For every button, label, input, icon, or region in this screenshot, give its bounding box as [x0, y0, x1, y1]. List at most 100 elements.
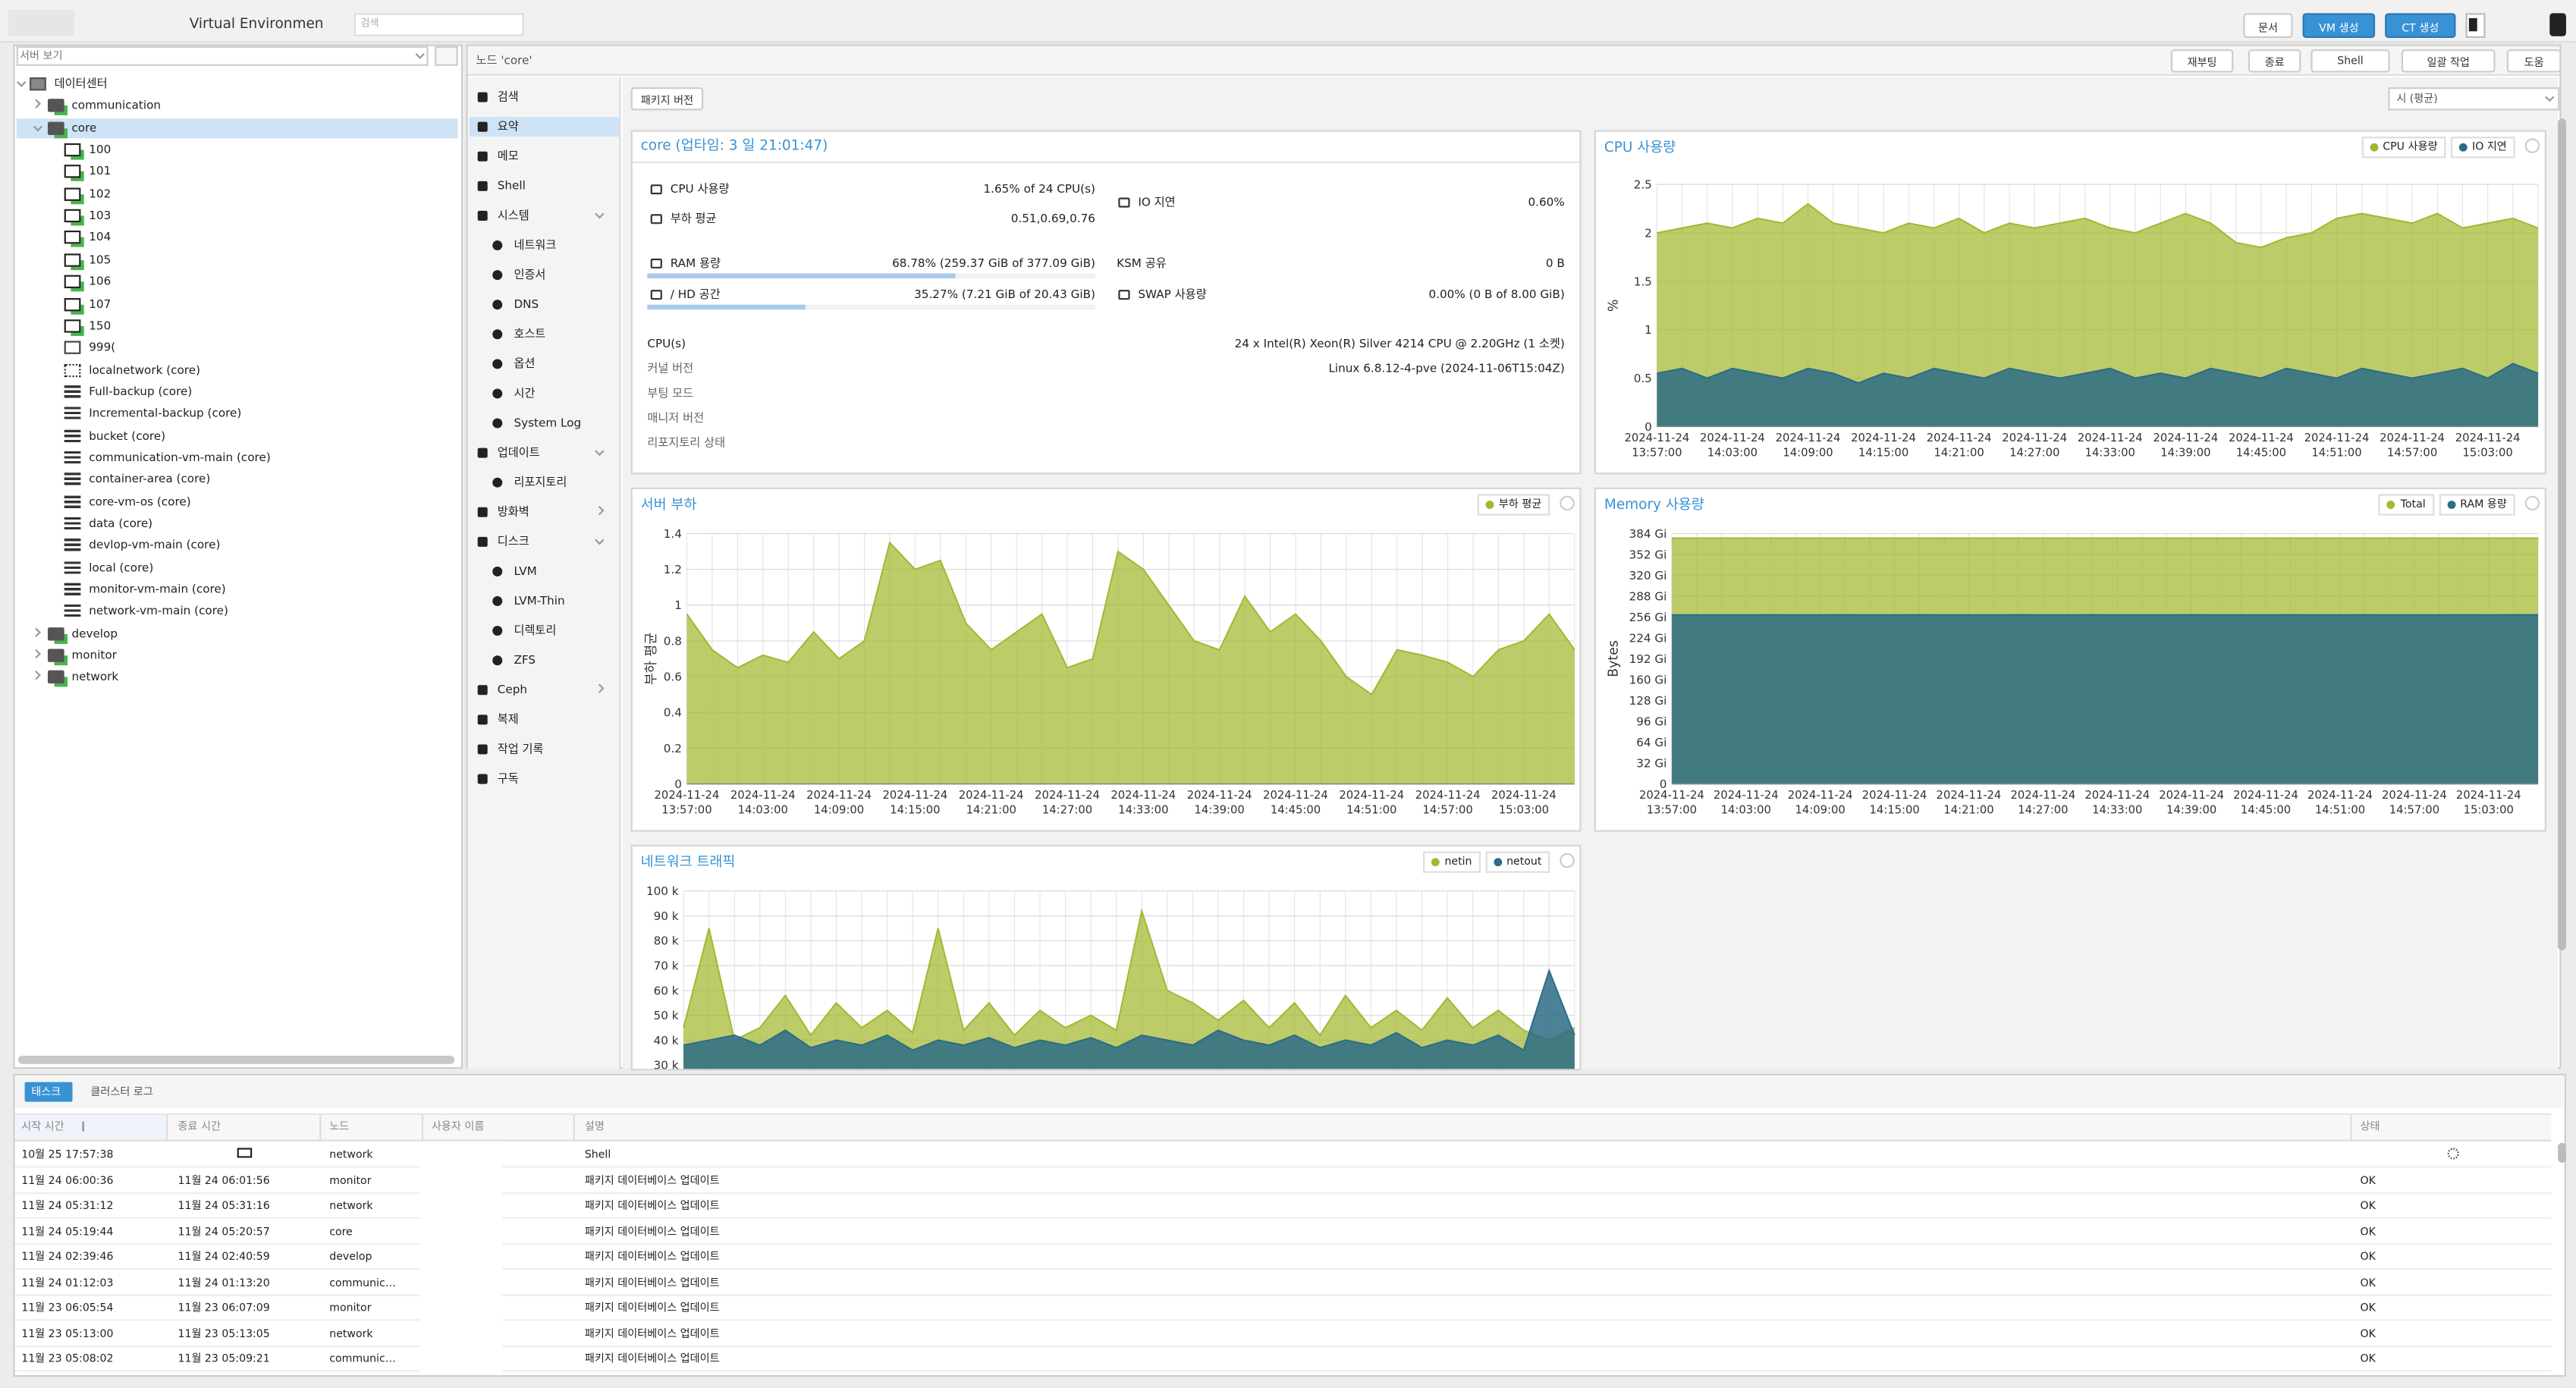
- task-cell[interactable]: 11월 23 06:05:54: [21, 1301, 114, 1314]
- header-button[interactable]: VM 생성: [2302, 13, 2376, 38]
- tab-active[interactable]: [24, 1082, 73, 1102]
- chart-reset[interactable]: [2524, 495, 2540, 511]
- header-button[interactable]: CT 생성: [2385, 13, 2456, 38]
- tree-item-label[interactable]: container-area (core): [89, 473, 211, 487]
- nav-item[interactable]: 요약: [497, 120, 519, 133]
- legend-item[interactable]: IO 지연: [2450, 137, 2515, 159]
- tree-item-label[interactable]: monitor-vm-main (core): [89, 583, 226, 597]
- tree-item-label[interactable]: communication-vm-main (core): [89, 451, 271, 465]
- content-toolbar-button[interactable]: 패키지 버전: [630, 87, 704, 111]
- nav-item[interactable]: 시스템: [497, 209, 529, 223]
- node-toolbar-button[interactable]: 재부팅: [2170, 49, 2234, 73]
- column-header[interactable]: 사용자 이름: [431, 1120, 485, 1133]
- tree-item-label[interactable]: 105: [89, 253, 112, 267]
- tree-item-label[interactable]: core: [71, 121, 97, 135]
- node-toolbar-button[interactable]: 도움: [2506, 49, 2562, 73]
- nav-item[interactable]: ZFS: [514, 654, 536, 667]
- nav-item[interactable]: 네트워크: [514, 238, 557, 253]
- tree-item-label[interactable]: local (core): [89, 561, 154, 575]
- tab-label[interactable]: 클러스터 로그: [90, 1085, 153, 1099]
- tree-item-label[interactable]: 100: [89, 143, 112, 157]
- legend-item[interactable]: netin: [1423, 851, 1481, 873]
- task-cell[interactable]: 11월 24 02:39:46: [21, 1250, 114, 1264]
- tree-item-label[interactable]: 150: [89, 319, 112, 333]
- tab-label[interactable]: 태스크: [31, 1085, 61, 1099]
- column-header[interactable]: 시작 시간: [21, 1120, 64, 1133]
- nav-item[interactable]: Shell: [497, 179, 526, 193]
- nav-item[interactable]: 리포지토리: [514, 476, 567, 489]
- node-toolbar-button[interactable]: Shell: [2311, 49, 2390, 73]
- nav-item[interactable]: LVM: [514, 564, 537, 579]
- tree-item-label[interactable]: network-vm-main (core): [89, 605, 228, 619]
- task-cell: core: [329, 1224, 353, 1238]
- column-header[interactable]: 노드: [329, 1120, 350, 1133]
- task-cell[interactable]: 11월 23 05:08:02: [21, 1352, 114, 1366]
- tree-settings[interactable]: [435, 46, 458, 66]
- nav-item[interactable]: 업데이트: [497, 446, 540, 460]
- legend-item[interactable]: 부하 평균: [1477, 494, 1550, 516]
- tree-item-label[interactable]: 104: [89, 231, 112, 245]
- legend-item[interactable]: netout: [1484, 851, 1550, 873]
- task-cell: 패키지 데이터베이스 업데이트: [584, 1352, 720, 1366]
- usage-bar: [647, 273, 956, 278]
- y-tick-label: 0.4: [664, 706, 682, 720]
- nav-item[interactable]: Ceph: [497, 683, 528, 697]
- nav-item[interactable]: 검색: [497, 90, 519, 104]
- column-header[interactable]: 종료 시간: [177, 1120, 221, 1133]
- task-cell[interactable]: 11월 24 01:12:03: [21, 1275, 114, 1289]
- tree-item-label[interactable]: 102: [89, 187, 112, 201]
- nav-item[interactable]: DNS: [514, 298, 539, 312]
- tree-item-label[interactable]: 103: [89, 209, 112, 223]
- tree-item-label[interactable]: network: [71, 670, 119, 685]
- task-cell[interactable]: 11월 24 05:19:44: [21, 1224, 114, 1238]
- nav-item[interactable]: 디렉토리: [514, 623, 557, 638]
- nav-item[interactable]: 복제: [497, 713, 519, 727]
- tree-item-label[interactable]: develop: [71, 626, 118, 641]
- tree-item-label[interactable]: 107: [89, 297, 112, 311]
- tree-item-label[interactable]: core-vm-os (core): [89, 495, 191, 509]
- task-cell[interactable]: 10월 25 17:57:38: [21, 1148, 114, 1161]
- nav-item[interactable]: 호스트: [514, 328, 546, 341]
- nav-item[interactable]: System Log: [514, 416, 582, 430]
- tree-item-label[interactable]: Incremental-backup (core): [89, 407, 242, 421]
- node-toolbar-button[interactable]: 일괄 작업: [2401, 49, 2496, 73]
- legend-item[interactable]: RAM 용량: [2439, 494, 2515, 516]
- nav-item[interactable]: 디스크: [497, 535, 529, 549]
- tree-item-label[interactable]: devlop-vm-main (core): [89, 539, 221, 553]
- nav-item[interactable]: LVM-Thin: [514, 594, 565, 608]
- tree-item-label[interactable]: Full-backup (core): [89, 385, 193, 399]
- user-menu[interactable]: [2465, 13, 2486, 38]
- nav-item[interactable]: 메모: [497, 149, 519, 163]
- nav-item[interactable]: 옵션: [514, 357, 536, 371]
- task-cell[interactable]: 11월 24 05:31:12: [21, 1198, 114, 1213]
- nav-item[interactable]: 시간: [514, 387, 536, 400]
- task-cell[interactable]: 11월 23 05:13:00: [21, 1327, 114, 1340]
- task-cell[interactable]: 11월 24 06:00:36: [21, 1173, 114, 1187]
- nav-item[interactable]: 방화벽: [497, 505, 529, 519]
- nav-item[interactable]: 인증서: [514, 268, 546, 282]
- chart-reset[interactable]: [1560, 853, 1575, 868]
- tree-item-label[interactable]: 999(: [89, 341, 116, 355]
- chart-reset[interactable]: [2524, 138, 2540, 153]
- column-header[interactable]: 상태: [2360, 1120, 2380, 1133]
- tree-item-label[interactable]: 101: [89, 165, 112, 179]
- tree-item-label[interactable]: 106: [89, 275, 112, 289]
- search-box[interactable]: [353, 13, 524, 36]
- tree-item-label[interactable]: communication: [71, 99, 162, 113]
- view-select[interactable]: [16, 46, 429, 66]
- column-header[interactable]: 설명: [584, 1120, 605, 1133]
- timeframe-select[interactable]: [2388, 87, 2560, 111]
- chart-reset[interactable]: [1560, 495, 1575, 511]
- nav-item[interactable]: 구독: [497, 772, 519, 786]
- tree-item-label[interactable]: monitor: [71, 648, 117, 663]
- legend-item[interactable]: Total: [2379, 494, 2434, 516]
- tree-item-label[interactable]: bucket (core): [89, 429, 166, 443]
- legend-item[interactable]: CPU 사용량: [2361, 137, 2446, 159]
- node-toolbar-button[interactable]: 종료: [2248, 49, 2301, 73]
- help-icon[interactable]: [2549, 13, 2566, 36]
- nav-item[interactable]: 작업 기록: [497, 743, 544, 756]
- tree-item-label[interactable]: data (core): [89, 517, 153, 531]
- header-button[interactable]: 문서: [2243, 13, 2293, 38]
- tree-item-label[interactable]: localnetwork (core): [89, 363, 201, 377]
- tree-item-label[interactable]: 데이터센터: [54, 77, 108, 91]
